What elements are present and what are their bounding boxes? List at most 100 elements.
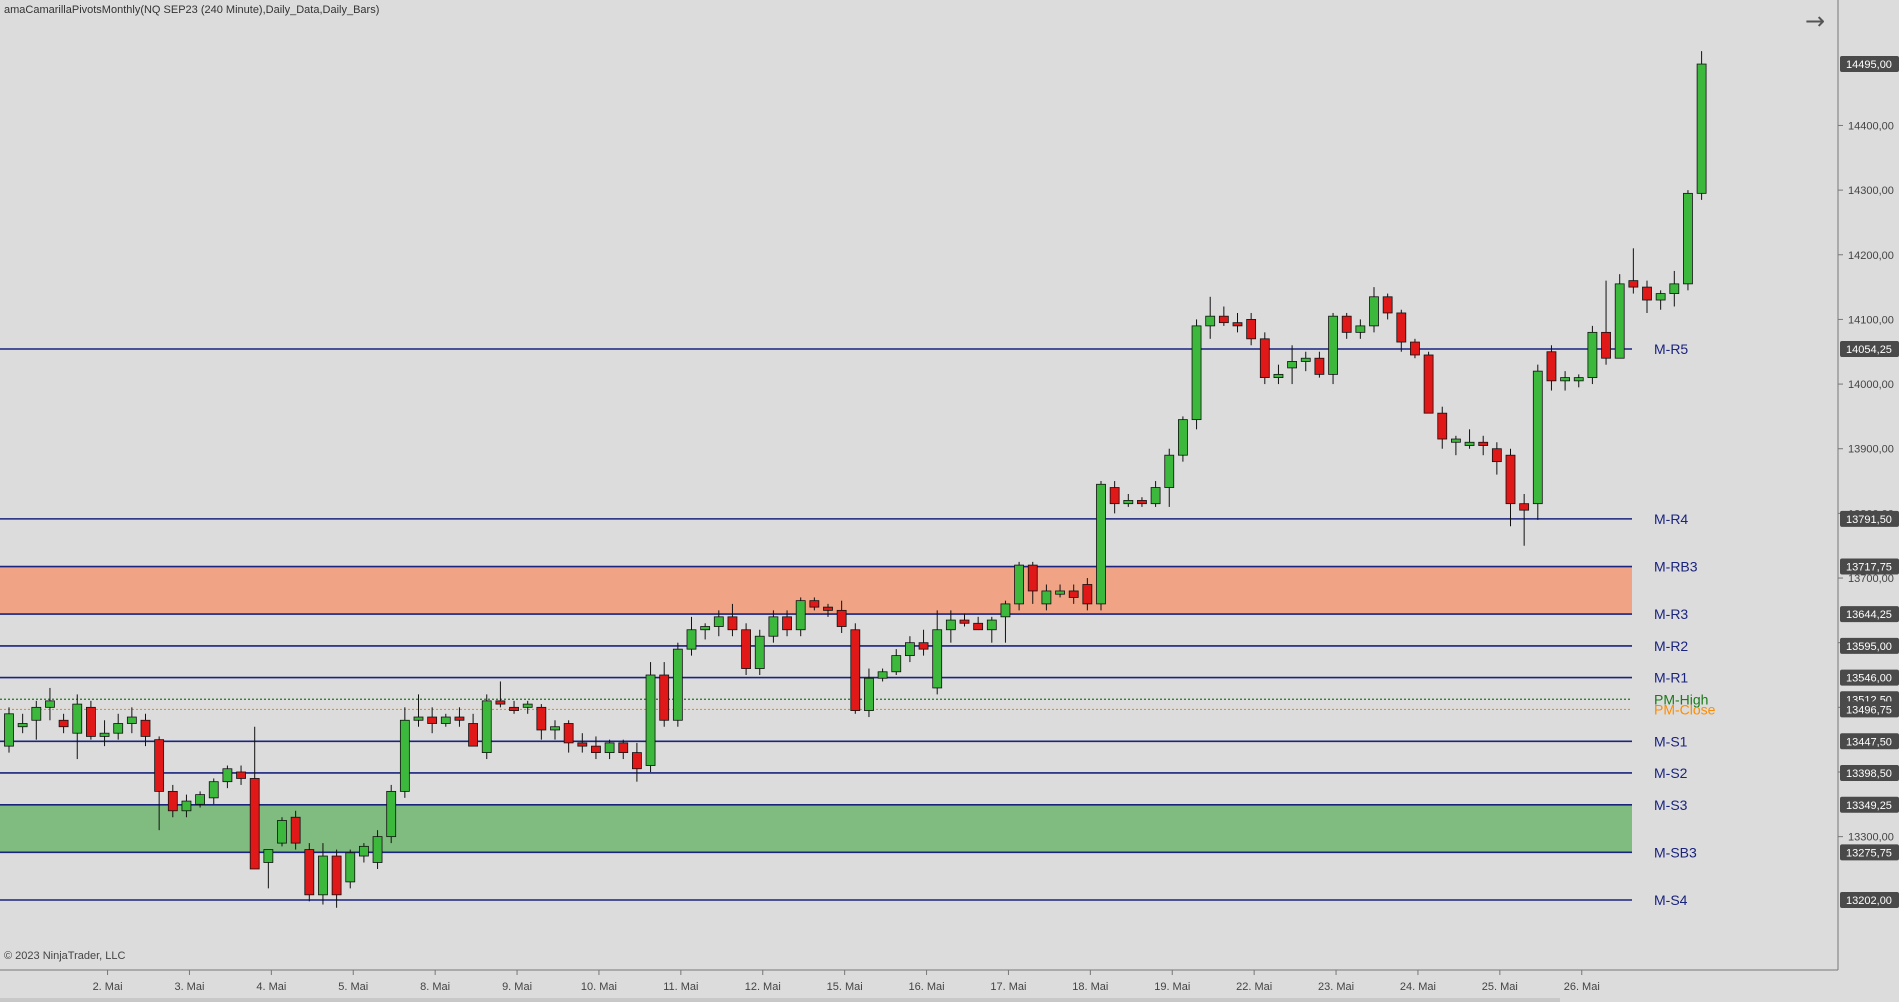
level-label-m-r1: M-R1 bbox=[1654, 670, 1688, 686]
level-label-pm-close: PM-Close bbox=[1654, 701, 1716, 717]
candle-down bbox=[331, 855, 342, 896]
candle-up bbox=[1696, 63, 1707, 194]
level-label-m-s2: M-S2 bbox=[1654, 765, 1688, 781]
candle-down bbox=[1437, 412, 1448, 440]
price-axis[interactable]: 14054,25 13791,50 13717,75 13644,25 13595,00… bbox=[1837, 0, 1899, 970]
price-tag-m-s1 bbox=[1840, 733, 1899, 750]
candle-up bbox=[1300, 357, 1311, 362]
time-tick-label: 5. Mai bbox=[338, 981, 368, 993]
candle-up bbox=[905, 642, 915, 657]
candle-down bbox=[509, 706, 519, 711]
candle-up bbox=[1205, 315, 1216, 327]
time-tick-label: 10. Mai bbox=[581, 981, 617, 993]
candle-up bbox=[686, 629, 697, 650]
candle-up bbox=[1096, 483, 1106, 605]
price-tag-m-s4 bbox=[1840, 892, 1899, 908]
candle-down bbox=[468, 723, 479, 747]
candle-down bbox=[86, 706, 96, 737]
level-label-m-s1: M-S1 bbox=[1654, 733, 1688, 749]
candle-up bbox=[700, 626, 711, 631]
candle-up bbox=[386, 790, 397, 838]
candle-up bbox=[795, 600, 806, 631]
candle-down bbox=[1491, 448, 1502, 463]
time-tick-label: 9. Mai bbox=[502, 981, 532, 993]
last-price-tag bbox=[1840, 56, 1899, 73]
candle-up bbox=[1150, 487, 1161, 505]
price-tick-label: 14300,00 bbox=[1848, 185, 1894, 197]
candle-up bbox=[358, 845, 369, 857]
level-label-m-sb3: M-SB3 bbox=[1654, 844, 1697, 860]
candle-down bbox=[591, 745, 601, 753]
candle-up bbox=[754, 635, 765, 669]
candle-down bbox=[959, 619, 970, 624]
chart-title: amaCamarillaPivotsMonthly(NQ SEP23 (240 … bbox=[4, 4, 380, 16]
price-tick-label: 13900,00 bbox=[1848, 444, 1894, 456]
candle-down bbox=[249, 778, 260, 870]
candle-down bbox=[918, 642, 929, 650]
candle-down bbox=[1082, 584, 1093, 605]
candle-up bbox=[17, 723, 28, 728]
candle-down bbox=[782, 616, 792, 631]
candle-down bbox=[154, 739, 165, 792]
copyright-text: © 2023 NinjaTrader, LLC bbox=[4, 950, 126, 962]
candle-down bbox=[973, 622, 984, 631]
candle-up bbox=[891, 655, 902, 673]
time-tick-label: 8. Mai bbox=[420, 981, 450, 993]
candle-up bbox=[1532, 370, 1543, 505]
candle-down bbox=[1642, 286, 1652, 301]
time-tick-label: 2. Mai bbox=[93, 981, 123, 993]
candle-down bbox=[1137, 500, 1147, 505]
price-tag-text-m-s3: 13349,25 bbox=[1846, 800, 1892, 812]
price-tag-m-s3 bbox=[1840, 796, 1899, 813]
candle-down bbox=[1628, 280, 1639, 288]
candle-up bbox=[1369, 296, 1379, 327]
price-tag-m-s2 bbox=[1840, 764, 1899, 781]
candle-up bbox=[1614, 283, 1625, 359]
candle-up bbox=[372, 836, 383, 863]
level-label-m-r5: M-R5 bbox=[1654, 341, 1688, 357]
time-tick-label: 18. Mai bbox=[1072, 981, 1108, 993]
level-label-pm-high: PM-High bbox=[1654, 691, 1708, 707]
candle-down bbox=[1546, 351, 1557, 382]
price-tick-label: 14400,00 bbox=[1848, 120, 1894, 132]
candle-down bbox=[427, 716, 438, 724]
candle-down bbox=[1232, 322, 1243, 327]
candle-down bbox=[1478, 441, 1489, 446]
candle-up bbox=[440, 716, 451, 724]
candle-up bbox=[864, 677, 874, 711]
candle-up bbox=[413, 716, 424, 721]
candle-down bbox=[659, 674, 670, 721]
price-tag-m-r3 bbox=[1840, 606, 1899, 623]
candle-up bbox=[932, 629, 943, 689]
candle-down bbox=[1027, 564, 1038, 592]
candle-down bbox=[1109, 487, 1120, 505]
candle-down bbox=[1259, 338, 1270, 379]
horizontal-scrollbar[interactable] bbox=[0, 998, 1560, 1002]
time-axis[interactable]: 2. Mai 3. Mai 4. Mai 5. Mai 8. Mai 9. Mai 10. … bbox=[0, 969, 1899, 1002]
candle-up bbox=[31, 706, 42, 721]
price-tag-text-m-s2: 13398,50 bbox=[1846, 768, 1892, 780]
candle-up bbox=[1683, 192, 1693, 285]
candle-up bbox=[195, 794, 206, 805]
candle-down bbox=[1410, 341, 1420, 356]
time-tick-label: 22. Mai bbox=[1236, 981, 1272, 993]
level-label-m-rb3: M-RB3 bbox=[1654, 559, 1698, 575]
candle-up bbox=[522, 703, 533, 708]
candle-down bbox=[167, 790, 178, 812]
time-tick-label: 19. Mai bbox=[1154, 981, 1190, 993]
arrow-right-icon[interactable]: → bbox=[1804, 7, 1826, 35]
time-tick-label: 25. Mai bbox=[1482, 981, 1518, 993]
candle-up bbox=[986, 619, 997, 631]
candle-down bbox=[563, 723, 574, 744]
candle-up bbox=[45, 700, 55, 708]
candle-down bbox=[1505, 454, 1516, 505]
price-axis-bg bbox=[1838, 0, 1899, 970]
candle-up bbox=[550, 726, 560, 731]
price-tag-text-m-r2: 13595,00 bbox=[1846, 641, 1892, 653]
candle-up bbox=[1669, 283, 1680, 294]
candle-down bbox=[1341, 315, 1352, 333]
time-tick-label: 12. Mai bbox=[745, 981, 781, 993]
candle-up bbox=[1000, 603, 1011, 618]
candle-down bbox=[290, 816, 301, 844]
